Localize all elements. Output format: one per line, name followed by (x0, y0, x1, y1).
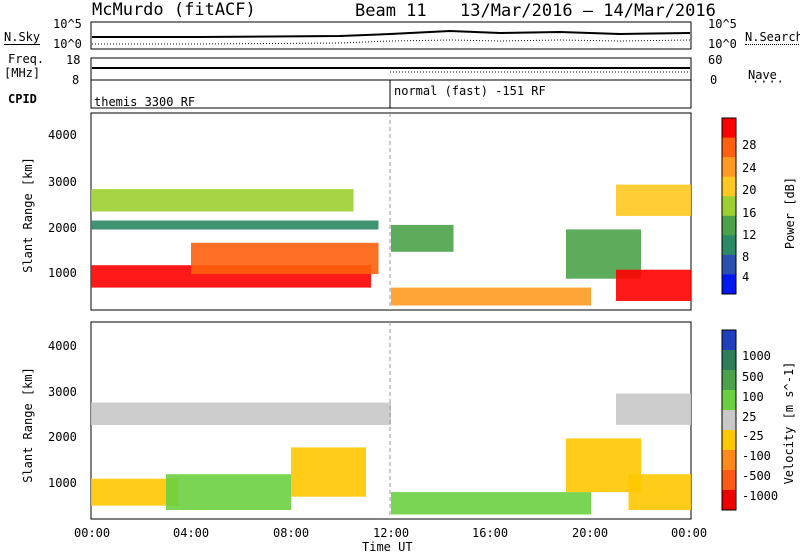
velocity-ytick-2000: 2000 (48, 430, 77, 444)
heatmap-feature-power-4 (391, 224, 454, 252)
power-ytick-1000: 1000 (48, 266, 77, 280)
velocity-cb-tick-m25: -25 (742, 429, 764, 443)
nsky-tick-bottom: 10^0 (53, 37, 82, 51)
xtick-0: 00:00 (74, 526, 111, 540)
heatmap-feature-power-5 (391, 287, 591, 306)
cpid-mode-2: normal (fast) -151 RF (394, 84, 546, 98)
nsky-trace (92, 29, 691, 38)
heatmap-feature-velocity-3 (91, 402, 391, 425)
power-cb-tick-24: 24 (742, 161, 757, 175)
heatmap-feature-power-7 (616, 269, 691, 301)
power-ytick-4000: 4000 (48, 128, 77, 142)
velocity-colorbar-swatch-4 (722, 410, 736, 431)
velocity-colorbar-swatch-2 (722, 370, 736, 391)
velocity-cb-tick-500: 500 (742, 370, 764, 384)
velocity-colorbar-swatch-5 (722, 430, 736, 451)
velocity-ytick-1000: 1000 (48, 476, 77, 490)
nsearch-label: N.Search (745, 30, 800, 45)
velocity-colorbar-swatch-8 (722, 490, 736, 511)
xtick-2: 08:00 (273, 526, 310, 540)
nsearch-trace (92, 39, 691, 45)
power-colorbar-swatch-8 (722, 274, 736, 295)
power-colorbar-swatch-6 (722, 235, 736, 256)
power-colorbar-swatch-5 (722, 215, 736, 236)
nave-tick-top: 60 (708, 53, 723, 67)
velocity-colorbar-swatch-7 (722, 470, 736, 491)
power-colorbar-frame (721, 117, 737, 295)
velocity-colorbar-swatch-6 (722, 450, 736, 471)
nsky-tick-top: 10^5 (53, 17, 82, 31)
velocity-cb-tick-m500: -500 (742, 469, 771, 483)
power-cb-tick-20: 20 (742, 183, 757, 197)
xtick-6: 00:00 (671, 526, 708, 540)
freq-tick-top: 18 (66, 53, 81, 67)
velocity-cb-tick-1000: 1000 (742, 349, 771, 363)
power-colorbar-swatch-1 (722, 137, 736, 158)
freq-label-line1: Freq. (8, 52, 45, 66)
velocity-heatmap-features (91, 393, 691, 515)
velocity-colorbar-swatch-0 (722, 330, 736, 351)
power-cb-tick-16: 16 (742, 206, 757, 220)
heatmap-feature-velocity-6 (628, 474, 691, 510)
xtick-1: 04:00 (173, 526, 210, 540)
date-range: 13/Mar/2016 – 14/Mar/2016 (460, 1, 716, 21)
xtick-4: 16:00 (472, 526, 509, 540)
nsearch-tick-bottom: 10^0 (708, 37, 737, 51)
velocity-cb-tick-m100: -100 (742, 449, 771, 463)
beam-label: Beam 11 (355, 1, 427, 21)
power-ytick-3000: 3000 (48, 175, 77, 189)
nsky-nsearch-panel (90, 21, 692, 50)
power-heatmap-features (91, 184, 691, 306)
power-colorbar-swatch-4 (722, 196, 736, 217)
power-colorbar (721, 117, 737, 295)
velocity-colorbar-swatch-1 (722, 350, 736, 371)
heatmap-feature-velocity-2 (291, 447, 366, 497)
velocity-ytick-3000: 3000 (48, 385, 77, 399)
xtick-5: 20:00 (572, 526, 609, 540)
nave-dots: ···· (752, 75, 785, 89)
velocity-cb-tick-25: 25 (742, 410, 757, 424)
heatmap-feature-velocity-7 (616, 393, 691, 425)
power-colorbar-swatch-3 (722, 176, 736, 197)
velocity-cb-tick-100: 100 (742, 390, 764, 404)
cpid-panel (90, 79, 692, 109)
nsearch-tick-top: 10^5 (708, 17, 737, 31)
velocity-colorbar-frame (721, 329, 737, 511)
power-cb-tick-8: 8 (742, 250, 750, 264)
velocity-colorbar-swatch-3 (722, 390, 736, 411)
heatmap-feature-power-8 (616, 184, 691, 216)
heatmap-feature-velocity-4 (391, 492, 591, 515)
nave-label: Nave (748, 68, 777, 82)
freq-tick-bottom: 8 (72, 73, 80, 87)
nave-tick-bottom: 0 (710, 73, 718, 87)
power-ytick-2000: 2000 (48, 221, 77, 235)
velocity-cb-tick-m1000: -1000 (742, 489, 779, 503)
power-cb-tick-28: 28 (742, 138, 757, 152)
nsky-label: N.Sky (4, 30, 41, 45)
power-panel (90, 112, 692, 311)
heatmap-feature-power-3 (91, 220, 379, 230)
power-cb-tick-12: 12 (742, 228, 757, 242)
freq-label-line2: [MHz] (4, 66, 41, 80)
cpid-label: CPID (8, 92, 37, 106)
power-colorbar-swatch-0 (722, 118, 736, 139)
freq-nave-panel (90, 57, 692, 81)
xlabel: Time UT (362, 540, 413, 554)
heatmap-feature-velocity-0 (91, 478, 179, 506)
velocity-colorbar (721, 329, 737, 511)
cpid-mode-1: themis 3300 RF (94, 95, 196, 109)
heatmap-feature-power-1 (191, 242, 379, 275)
velocity-panel (90, 321, 692, 520)
power-colorbar-swatch-2 (722, 157, 736, 178)
velocity-ytick-4000: 4000 (48, 339, 77, 353)
heatmap-feature-velocity-1 (166, 474, 291, 510)
station-title: McMurdo (fitACF) (92, 0, 256, 20)
xtick-3: 12:00 (373, 526, 410, 540)
power-colorbar-swatch-7 (722, 254, 736, 275)
power-cb-tick-4: 4 (742, 270, 750, 284)
heatmap-feature-power-2 (91, 189, 354, 212)
